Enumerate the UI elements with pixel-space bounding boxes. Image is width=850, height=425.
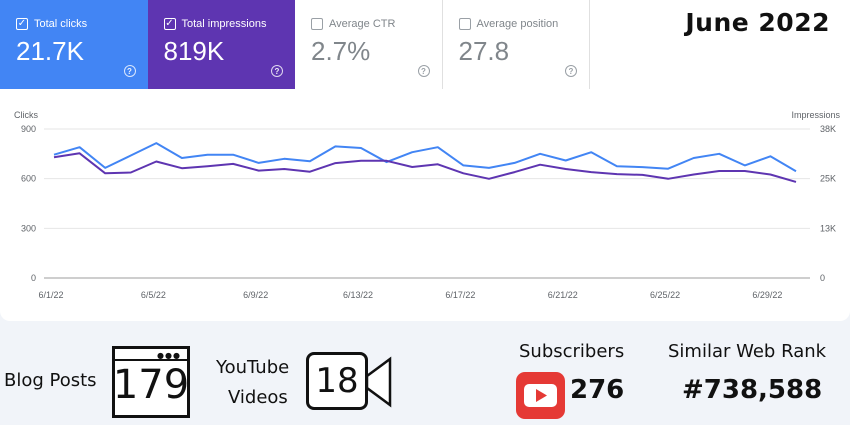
help-icon[interactable]: ?	[123, 65, 136, 77]
series-line-impressions	[53, 152, 797, 183]
metric-card-ctr[interactable]: Average CTR 2.7% ?	[295, 0, 443, 89]
month-title: June 2022	[685, 8, 830, 37]
metric-label: Total clicks	[34, 18, 88, 30]
metric-cards: ✓ Total clicks 21.7K ? ✓ Total impressions…	[0, 0, 590, 89]
youtube-videos-count: 18	[315, 361, 359, 401]
subscribers-count: 276	[570, 375, 625, 405]
metric-card-position[interactable]: Average position 27.8 ?	[442, 0, 590, 89]
help-icon[interactable]: ?	[565, 65, 577, 77]
blog-posts-box: ●●● 179	[112, 346, 190, 418]
left-tick-label: 300	[21, 223, 36, 233]
x-tick-label: 6/9/22	[243, 290, 268, 300]
x-tick-label: 6/5/22	[141, 290, 166, 300]
metric-value: 21.7K	[16, 36, 84, 66]
youtube-label-1: YouTube	[216, 357, 290, 378]
similar-web-rank-value: #738,588	[682, 375, 823, 405]
youtube-label-2: Videos	[228, 387, 288, 408]
help-icon[interactable]: ?	[417, 65, 430, 77]
similar-web-rank-label: Similar Web Rank	[668, 341, 827, 362]
x-tick-label: 6/13/22	[343, 290, 373, 300]
youtube-videos-box: 18	[306, 352, 368, 410]
left-axis-title: Clicks	[14, 110, 38, 120]
youtube-logo-icon	[516, 372, 565, 419]
metric-label: Average CTR	[329, 18, 396, 30]
performance-chart: Clicks Impressions 900 38K 600 25K 300 13K 0 0 6…	[0, 89, 850, 321]
metric-card-clicks[interactable]: ✓ Total clicks 21.7K ?	[0, 0, 148, 89]
series-line-clicks	[53, 142, 797, 173]
metric-value: 27.8	[458, 36, 510, 66]
checkbox-unchecked-icon[interactable]	[311, 18, 323, 30]
x-tick-label: 6/21/22	[548, 290, 578, 300]
left-tick-label: 0	[31, 273, 36, 283]
left-tick-label: 600	[21, 174, 36, 184]
checkbox-checked-icon[interactable]: ✓	[16, 18, 28, 30]
metric-value: 2.7%	[311, 36, 371, 66]
right-axis-title: Impressions	[791, 110, 840, 120]
right-tick-label: 13K	[820, 223, 836, 233]
checkbox-unchecked-icon[interactable]	[458, 18, 471, 30]
metric-label: Average position	[476, 18, 559, 30]
metric-label: Total impressions	[181, 18, 267, 30]
metric-card-impressions[interactable]: ✓ Total impressions 819K ?	[147, 0, 295, 89]
right-tick-label: 25K	[820, 174, 836, 184]
window-dots-icon: ●●●	[157, 351, 181, 360]
metric-value: 819K	[163, 36, 225, 66]
x-tick-label: 6/17/22	[445, 290, 475, 300]
x-tick-label: 6/29/22	[752, 290, 782, 300]
header-area: June 2022	[590, 0, 850, 89]
blog-posts-label: Blog Posts	[4, 370, 97, 391]
x-tick-label: 6/1/22	[38, 290, 63, 300]
blog-posts-count: 179	[112, 362, 190, 408]
help-icon[interactable]: ?	[271, 65, 283, 77]
x-tick-label: 6/25/22	[650, 290, 680, 300]
subscribers-label: Subscribers	[519, 341, 625, 362]
video-camera-icon	[366, 356, 392, 408]
right-tick-label: 38K	[820, 124, 836, 134]
right-tick-label: 0	[820, 273, 825, 283]
left-tick-label: 900	[21, 124, 36, 134]
checkbox-checked-icon[interactable]: ✓	[163, 18, 176, 30]
